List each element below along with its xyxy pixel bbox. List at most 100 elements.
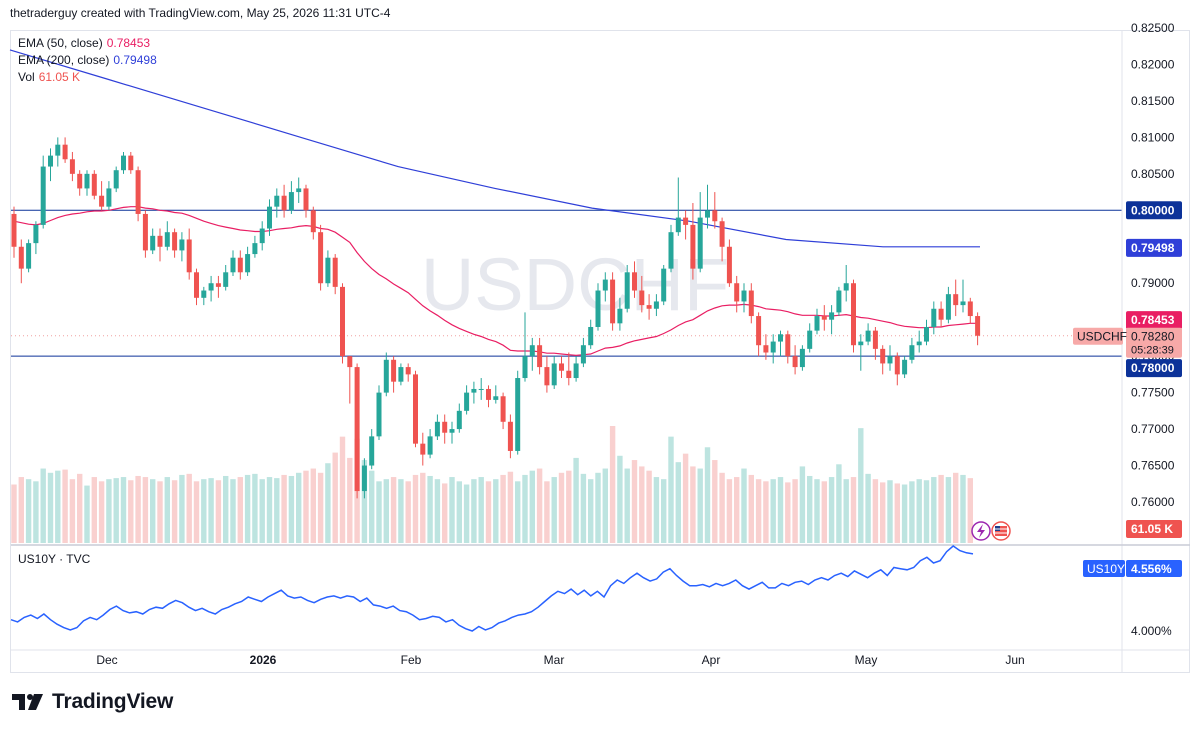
candle [361, 458, 367, 499]
candle-body [799, 348, 805, 368]
volume-bar [493, 479, 499, 543]
volume-bar [223, 475, 229, 543]
candle-body [595, 290, 601, 327]
volume-bar [529, 470, 535, 543]
candle [135, 166, 141, 222]
time-axis[interactable]: Dec 2026 Feb Mar Apr May Jun [11, 649, 1190, 667]
volume-bar [398, 479, 404, 543]
candle-body [646, 305, 652, 309]
volume-bar [171, 480, 178, 543]
candle-body [449, 429, 455, 433]
volume-bar [507, 471, 514, 543]
event-icons[interactable] [971, 521, 1011, 541]
volume-bar [712, 460, 718, 543]
volume-bar [456, 481, 462, 543]
candle-body [310, 210, 316, 233]
candle [960, 279, 966, 313]
level-low-badge: 0.78000 [1126, 359, 1182, 378]
us10y-badge: US10Y 4.556% [1083, 560, 1182, 577]
candle [69, 151, 75, 182]
candle [62, 137, 68, 163]
volume-bar [880, 482, 886, 543]
candle [551, 356, 557, 389]
candle-body [909, 345, 915, 360]
candle-body [33, 224, 39, 244]
time-label: Feb [401, 653, 422, 667]
tradingview-brand[interactable]: TradingView [10, 690, 173, 714]
candle-body [661, 268, 667, 302]
candle-body [887, 356, 893, 364]
us10y-pane[interactable]: 4.000% US10Y 4.556% [10, 544, 1190, 638]
volume-bar [646, 470, 652, 543]
candle-body [172, 232, 178, 251]
candle [712, 192, 718, 229]
candle [223, 265, 229, 291]
candle [427, 429, 433, 459]
candle-body [135, 170, 141, 214]
candle-body [48, 155, 53, 167]
volume-bar [128, 480, 134, 543]
candle-body [230, 257, 236, 273]
candle [814, 308, 820, 335]
candle [442, 414, 448, 444]
candle [55, 137, 61, 167]
candle [106, 181, 112, 211]
candle [529, 337, 535, 371]
volume-bar [230, 479, 236, 543]
volume-bar [814, 479, 820, 543]
volume-bar [449, 477, 455, 543]
candle-body [617, 308, 623, 324]
candle-body [573, 363, 579, 379]
volume-bar [515, 481, 521, 543]
candle [332, 254, 338, 295]
candle-body [245, 254, 251, 273]
volume-bar [631, 460, 638, 543]
candle-body [953, 294, 959, 306]
candle-body [770, 341, 776, 353]
candle [413, 370, 418, 448]
candle [515, 370, 521, 455]
candle-body [726, 246, 732, 284]
candle-body [756, 316, 762, 346]
candle [748, 283, 754, 324]
us10y-legend[interactable]: US10Y · TVC [18, 552, 91, 566]
candle [296, 177, 302, 204]
volume-bar [872, 479, 879, 543]
level-high-badge: 0.80000 [1126, 201, 1182, 220]
last-price-bg [1126, 327, 1182, 358]
candle [661, 265, 667, 306]
candle [522, 312, 528, 382]
legend-ema200[interactable]: EMA (200, close) 0.79498 [18, 52, 157, 69]
chart-frame[interactable] [10, 30, 1190, 673]
volume-bar [47, 472, 54, 543]
candle-body [84, 173, 90, 189]
volume-bar [777, 477, 784, 543]
volume-bar [98, 481, 105, 543]
volume-bar [463, 484, 470, 543]
legend-vol[interactable]: Vol 61.05 K [18, 69, 157, 86]
legend-ema50[interactable]: EMA (50, close) 0.78453 [18, 35, 157, 52]
volume-bar [887, 480, 893, 543]
volume-bar [317, 472, 324, 543]
volume-bar [704, 447, 711, 543]
volume-bar [551, 477, 557, 543]
candle [267, 199, 272, 236]
candle-body [113, 170, 119, 189]
volume-bar [179, 474, 185, 543]
candle [318, 224, 324, 291]
volume-bar [405, 481, 411, 543]
candle [383, 352, 389, 397]
level-low-badge-bg [1126, 359, 1182, 378]
level-high-badge-bg [1126, 201, 1182, 220]
volume-bar [865, 473, 871, 543]
candle [142, 210, 148, 258]
candle [121, 151, 126, 174]
candle [113, 166, 119, 193]
candle [639, 275, 645, 313]
candle [340, 283, 345, 364]
candle [405, 363, 411, 382]
candle-body [91, 173, 97, 196]
volume-bar [580, 473, 587, 543]
